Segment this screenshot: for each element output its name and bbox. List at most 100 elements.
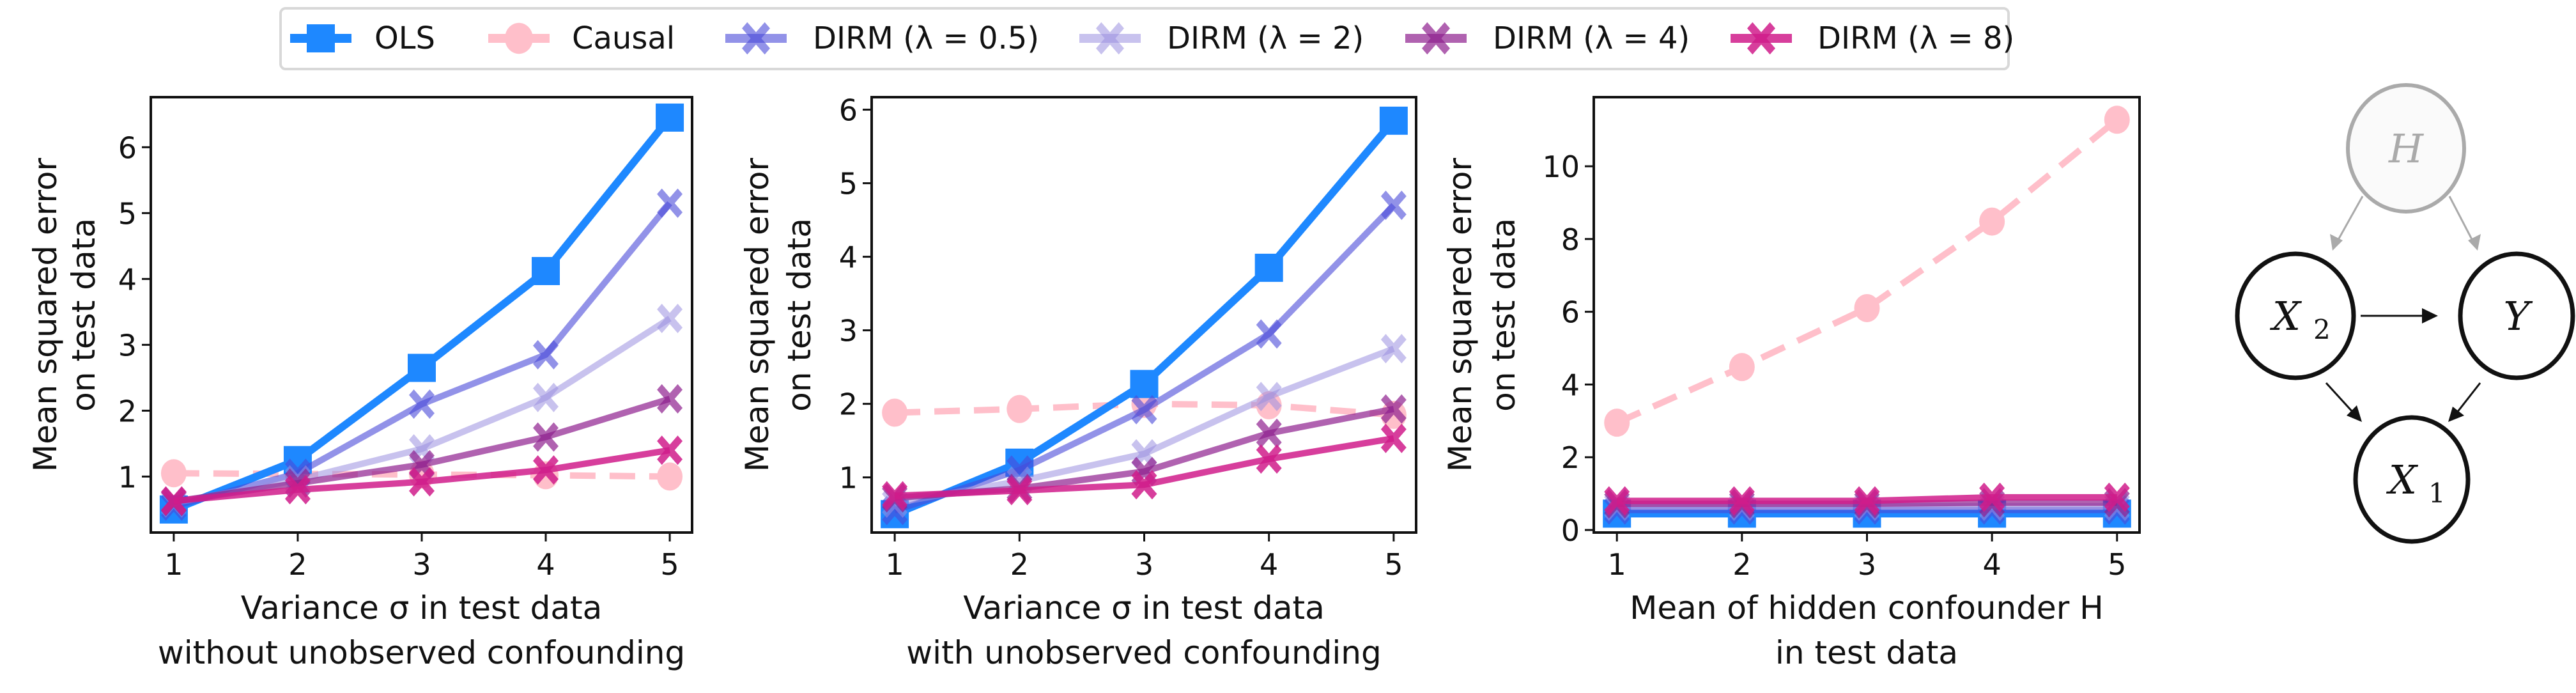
data-point — [1256, 382, 1282, 412]
y-axis-label: Mean squared error — [739, 157, 776, 472]
y-tick-label: 1 — [118, 460, 137, 494]
series-dirm-8- — [160, 435, 683, 516]
legend-entry: DIRM (λ = 8) — [1731, 20, 2014, 56]
series-line — [893, 203, 1396, 514]
arrowhead-icon — [2347, 405, 2362, 422]
legend-label: OLS — [374, 20, 435, 56]
data-point — [1006, 394, 1033, 423]
y-tick-label: 3 — [118, 328, 137, 362]
x-axis-label: Mean of hidden confounder H — [1630, 589, 2104, 627]
legend-label: DIRM (λ = 4) — [1493, 20, 1690, 56]
data-point — [160, 459, 187, 488]
data-point — [533, 339, 559, 370]
subplot-2: 1 2 3 4 5 1 2 3 4 5 6 Variance σ in test data with u… — [739, 93, 1417, 671]
series-dirm-8- — [882, 423, 1407, 511]
data-point — [1604, 486, 1630, 516]
node-y: Y — [2458, 251, 2575, 380]
data-point — [407, 354, 436, 382]
node-x1-subscript: 1 — [2428, 478, 2446, 509]
legend-entry: OLS — [290, 20, 435, 56]
x-axis-label: in test data — [1775, 634, 1958, 671]
subplot-1: 1 2 3 4 5 1 2 3 4 5 6 Variance σ in test data withou… — [27, 96, 693, 671]
data-point — [2104, 105, 2130, 134]
edge-x2-x1 — [2325, 382, 2354, 414]
edge-h-y — [2448, 196, 2476, 245]
legend-label: DIRM (λ = 0.5) — [813, 20, 1039, 56]
series-ols — [881, 106, 1408, 529]
plot-area — [881, 106, 1408, 529]
edge-h-x2 — [2334, 196, 2364, 245]
y-tick-label: 6 — [839, 93, 858, 128]
legend-marker-x-icon — [1747, 22, 1775, 55]
data-point — [657, 188, 683, 218]
data-point — [533, 382, 559, 412]
y-tick-label: 2 — [839, 387, 858, 422]
y-tick-label: 8 — [1561, 222, 1580, 257]
node-y-label: Y — [2504, 293, 2533, 339]
x-tick-label: 2 — [1010, 547, 1029, 582]
x-axis-label: Variance σ in test data — [963, 589, 1324, 627]
legend-marker-square-icon — [307, 24, 335, 52]
node-h: H — [2346, 83, 2466, 214]
y-tick-label: 2 — [118, 394, 137, 428]
y-tick-label: 10 — [1542, 150, 1580, 184]
subplot-3: 1 2 3 4 5 0 2 4 6 8 10 Mean of hidden confounder H i… — [1442, 96, 2141, 671]
data-point — [657, 304, 683, 334]
data-point — [1854, 486, 1880, 516]
data-point — [1380, 394, 1407, 424]
x-axis-label: without unobserved confounding — [158, 634, 685, 671]
x-tick-label: 4 — [1260, 547, 1278, 582]
y-axis-label: on test data — [1485, 218, 1522, 412]
node-x2-label: X — [2270, 293, 2302, 339]
data-point — [533, 455, 559, 485]
data-point — [1131, 394, 1157, 424]
x-tick-label: 4 — [536, 547, 555, 582]
legend-marker-x-icon — [742, 22, 770, 55]
node-x2: X 2 — [2235, 251, 2356, 380]
x-tick-label: 3 — [1135, 547, 1153, 582]
data-point — [1380, 423, 1407, 453]
y-axis-label: Mean squared error — [1442, 157, 1479, 472]
data-point — [1130, 370, 1159, 398]
legend-entry: DIRM (λ = 4) — [1405, 20, 1690, 56]
series-line — [1616, 117, 2119, 426]
y-axis-label: Mean squared error — [27, 157, 64, 472]
legend-entry: DIRM (λ = 0.5) — [725, 20, 1039, 56]
legend-label: DIRM (λ = 8) — [1817, 20, 2014, 56]
data-point — [1256, 319, 1282, 349]
y-tick-label: 6 — [118, 130, 137, 165]
legend-box — [279, 7, 2010, 70]
causal-graph-diagram: H X 2 Y X 1 — [2235, 83, 2575, 544]
data-point — [1380, 191, 1407, 221]
arrowhead-icon — [2448, 407, 2464, 422]
y-axis-label: on test data — [781, 218, 818, 412]
data-point — [2104, 482, 2130, 512]
data-point — [1256, 418, 1282, 448]
x-tick-label: 1 — [164, 547, 183, 582]
x-tick-label: 5 — [660, 547, 679, 582]
y-tick-label: 5 — [118, 196, 137, 231]
data-point — [408, 389, 435, 419]
plot-area — [159, 103, 684, 524]
data-point — [1604, 409, 1630, 437]
node-x1-label: X — [2386, 456, 2419, 503]
arrowhead-icon — [2468, 234, 2481, 251]
x-tick-label: 2 — [1732, 547, 1751, 582]
data-point — [1729, 486, 1755, 516]
data-point — [1854, 293, 1880, 322]
data-point — [160, 486, 187, 516]
plot-area — [1603, 105, 2131, 528]
x-tick-label: 5 — [1384, 547, 1403, 582]
data-point — [656, 103, 684, 132]
x-tick-label: 1 — [1608, 547, 1626, 582]
data-point — [1979, 207, 2005, 236]
series-causal — [1604, 105, 2130, 437]
data-point — [657, 384, 683, 414]
data-point — [1379, 106, 1408, 135]
edge-y-x1 — [2456, 382, 2481, 413]
legend-marker-x-icon — [1096, 22, 1124, 55]
y-tick-label: 5 — [839, 167, 858, 201]
data-point — [882, 481, 908, 511]
data-point — [408, 467, 435, 497]
